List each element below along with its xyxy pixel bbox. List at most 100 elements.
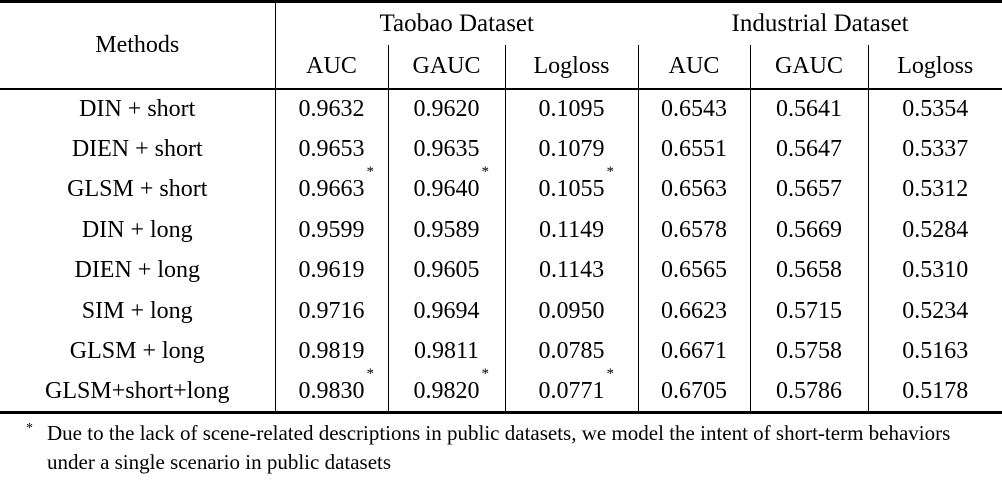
metric-value: 0.5641 [776, 95, 843, 122]
metric-value: 0.6551 [661, 135, 728, 162]
value-cell: 0.9599 [274, 210, 388, 251]
value-cell: 0.1143 [504, 250, 639, 291]
table-row: DIEN + long 0.9619 0.9605 0.1143 0.6565 … [0, 250, 1002, 291]
value-cell: 0.5284 [867, 210, 1002, 251]
metric-value: 0.5657 [776, 176, 843, 203]
value-cell: 0.6543 [637, 87, 751, 129]
metric-value: 0.9619 [298, 257, 365, 284]
method-cell: SIM + long [81, 297, 193, 324]
footnote-star: * [606, 366, 615, 382]
metric-value: 0.9640 [413, 176, 480, 203]
industrial-dataset-header: Industrial Dataset [731, 9, 909, 37]
table-row: GLSM + short 0.9663 * 0.9640 * 0.1055 * 0.6… [0, 165, 1002, 210]
metric-value: 0.5715 [776, 297, 843, 324]
metric-value: 0.5310 [902, 257, 969, 284]
metric-value: 0.6705 [661, 378, 728, 404]
footnote-star: * [366, 164, 375, 181]
metric-value: 0.9635 [413, 135, 480, 162]
value-cell: 0.5178 [867, 372, 1002, 413]
value-cell: 0.0771 * [504, 367, 639, 413]
table-row: DIN + long 0.9599 0.9589 0.1149 0.6578 0… [0, 210, 1002, 251]
metric-value: 0.5312 [902, 176, 969, 203]
metric-value: 0.9694 [413, 297, 480, 324]
value-cell: 0.9830 * [274, 367, 388, 413]
value-cell: 0.1055 * [504, 165, 639, 210]
metric-value: 0.5163 [902, 338, 969, 365]
footnote-star: * [481, 366, 490, 382]
method-cell: DIN + long [81, 216, 193, 243]
value-cell: 0.5758 [749, 331, 869, 372]
value-cell: 0.5647 [749, 129, 869, 170]
value-cell: 0.9811 [387, 331, 505, 372]
value-cell: 0.0785 [504, 331, 639, 372]
table-row: GLSM+short+long 0.9830 * 0.9820 * 0.0771 * … [0, 367, 1002, 413]
table-footnote: * Due to the lack of scene-related descr… [0, 419, 1002, 478]
value-cell: 0.5641 [749, 87, 869, 129]
industrial-logloss-header: Logloss [867, 44, 1002, 89]
value-cell: 0.5337 [867, 129, 1002, 170]
industrial-auc-header: AUC [637, 44, 751, 89]
value-cell: 0.9589 [387, 210, 505, 251]
method-cell: DIEN + short [71, 135, 203, 162]
footnote-text: Due to the lack of scene-related descrip… [47, 421, 951, 475]
value-cell: 0.9694 [387, 291, 505, 332]
value-cell: 0.5786 [749, 372, 869, 413]
metric-value: 0.9632 [298, 95, 365, 122]
metric-value: 0.9589 [413, 216, 480, 243]
value-cell: 0.5657 [749, 169, 869, 210]
metric-value: 0.5234 [902, 297, 969, 324]
metric-value: 0.5658 [776, 257, 843, 284]
metric-value: 0.9830 [298, 378, 365, 404]
methods-column-header: Methods [0, 1, 276, 89]
value-cell: 0.9635 [387, 129, 505, 170]
value-cell: 0.9819 [274, 331, 388, 372]
metric-value: 0.9620 [413, 95, 480, 122]
method-cell: GLSM + short [67, 176, 208, 203]
metric-value: 0.6563 [661, 176, 728, 203]
value-cell: 0.9653 [274, 129, 388, 170]
value-cell: 0.5354 [867, 87, 1002, 129]
value-cell: 0.6671 [637, 331, 751, 372]
value-cell: 0.9632 [274, 87, 388, 129]
method-cell: DIN + short [0, 87, 275, 129]
value-cell: 0.1079 [504, 129, 639, 170]
value-cell: 0.5669 [749, 210, 869, 251]
value-cell: 0.9620 [387, 87, 505, 129]
value-cell: 0.5310 [867, 250, 1002, 291]
method-cell: GLSM+short+long [45, 378, 230, 404]
metric-value: 0.1095 [538, 95, 605, 122]
metric-value: 0.9819 [298, 338, 365, 365]
metric-value: 0.9663 [298, 176, 365, 203]
method-cell: GLSM + long [69, 338, 205, 365]
value-cell: 0.6551 [637, 129, 751, 170]
value-cell: 0.9619 [274, 250, 388, 291]
value-cell: 0.9820 * [387, 367, 505, 413]
footnote-star: * [481, 164, 490, 181]
footnote-star: * [606, 164, 615, 181]
value-cell: 0.1149 [504, 210, 639, 251]
metric-value: 0.6671 [661, 338, 728, 365]
metric-value: 0.5284 [902, 216, 969, 243]
metric-value: 0.6543 [661, 95, 728, 122]
metric-value: 0.1079 [538, 135, 605, 162]
value-cell: 0.5312 [867, 169, 1002, 210]
value-cell: 0.6563 [637, 169, 751, 210]
table-row: DIN + short 0.9632 0.9620 0.1095 0.6543 … [0, 87, 1002, 129]
value-cell: 0.6705 [637, 372, 751, 413]
taobao-gauc-header: GAUC [387, 44, 505, 89]
metric-value: 0.0771 [538, 378, 605, 404]
results-table: Methods Taobao Dataset Industrial Datase… [0, 0, 1002, 414]
value-cell: 0.9640 * [387, 165, 505, 210]
metric-value: 0.1143 [538, 257, 605, 284]
table-row: DIEN + short 0.9653 0.9635 0.1079 0.6551… [0, 129, 1002, 170]
taobao-logloss-header: Logloss [504, 44, 639, 89]
value-cell: 0.5163 [867, 331, 1002, 372]
taobao-dataset-header: Taobao Dataset [379, 9, 534, 37]
metric-value: 0.0785 [538, 338, 605, 365]
value-cell: 0.9716 [274, 291, 388, 332]
metric-value: 0.9716 [298, 297, 365, 324]
metric-value: 0.5786 [776, 378, 843, 404]
value-cell: 0.5658 [749, 250, 869, 291]
value-cell: 0.1095 [504, 87, 639, 129]
method-cell: DIEN + long [74, 257, 201, 284]
